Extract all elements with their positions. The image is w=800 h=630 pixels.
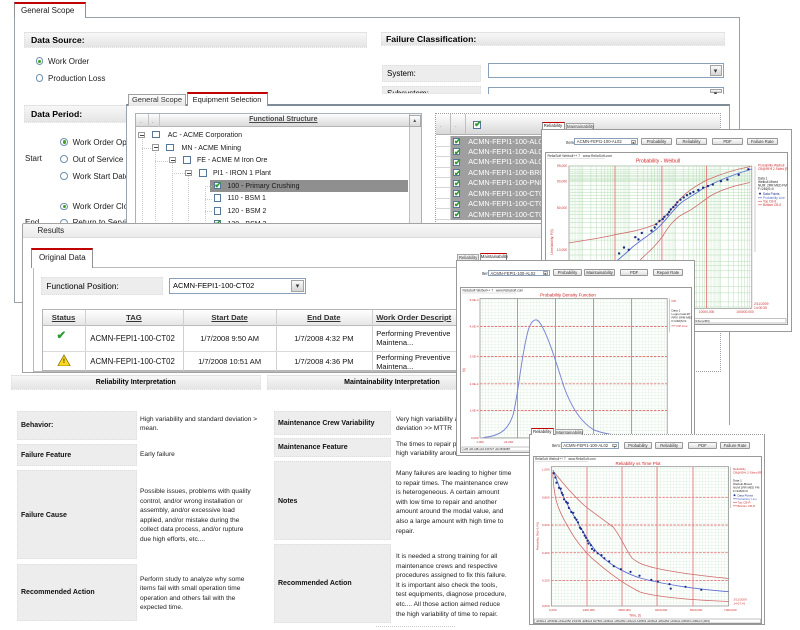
svg-text:CB@95% 2-Sided [R]: CB@95% 2-Sided [R]: [733, 471, 762, 475]
svg-text:0,000: 0,000: [542, 604, 550, 608]
svg-text:4200,000: 4200,000: [655, 608, 668, 612]
svg-text:Data Points: Data Points: [763, 192, 780, 196]
svg-text:Probability - Weibull: Probability - Weibull: [635, 158, 679, 164]
svg-text:Top CB-R: Top CB-R: [737, 501, 751, 505]
svg-text:Weibull-Mixed: Weibull-Mixed: [758, 180, 778, 184]
svg-text:90,000: 90,000: [556, 179, 566, 183]
svg-text:Reliability vs Time Plot: Reliability vs Time Plot: [615, 461, 661, 466]
svg-text:Reliability, R(t)=1-F(t): Reliability, R(t)=1-F(t): [535, 522, 539, 550]
svg-text:Pdf: Pdf: [671, 299, 676, 303]
svg-text:Time, (t): Time, (t): [629, 614, 641, 618]
svg-text:10000,000: 10000,000: [698, 310, 714, 314]
svg-text:1,000: 1,000: [542, 468, 550, 472]
svg-text:0,000: 0,000: [470, 436, 478, 440]
svg-text:RRX SRM MED FM: RRX SRM MED FM: [671, 315, 692, 319]
svg-text:CB@95% 2-Sided [R]: CB@95% 2-Sided [R]: [758, 167, 788, 171]
svg-text:14:00:35: 14:00:35: [754, 306, 767, 310]
svg-text:ReliaSoft Weibull++ 7 www.Re: ReliaSoft Weibull++ 7 www.ReliaSoft.com: [535, 457, 596, 461]
svg-text:Weibull-Mixed: Weibull-Mixed: [733, 482, 752, 486]
svg-text:Probability Density Function: Probability Density Function: [540, 292, 596, 297]
svg-text:F=246|S=0: F=246|S=0: [671, 319, 686, 323]
svg-text:0,800: 0,800: [542, 496, 550, 500]
svg-text:u03Dw1 u05SNE u03xw052 23/2/0: u03Dw1 u05SNE u03xw052 23/2/09 u03Dw4 A0…: [536, 619, 710, 623]
svg-text:2800,000: 2800,000: [618, 608, 631, 612]
svg-text:14:07:41: 14:07:41: [733, 602, 745, 606]
svg-text:Unreliability, F(t): Unreliability, F(t): [550, 229, 554, 254]
svg-text:Data Points: Data Points: [737, 494, 753, 498]
svg-text:10,000: 10,000: [556, 248, 566, 252]
svg-text:0,000: 0,000: [549, 608, 557, 612]
svg-text:Reliability: Reliability: [733, 467, 746, 471]
svg-text:0,600: 0,600: [542, 523, 550, 527]
svg-text:Data 1: Data 1: [733, 479, 742, 483]
svg-text:5,0E-4: 5,0E-4: [469, 298, 478, 302]
svg-text:99,000: 99,000: [556, 164, 566, 168]
svg-text:Lognormal-2P: Lognormal-2P: [671, 312, 690, 316]
svg-text:0,200: 0,200: [542, 579, 550, 583]
svg-text:u05 u01zdB u04 230T27 u04 B0: u05 u01zdB u04 230T27 u04 B090B7: [463, 447, 510, 451]
svg-text:Pdf Line: Pdf Line: [676, 324, 687, 328]
svg-text:Data 1: Data 1: [758, 176, 768, 180]
svg-text:Top CB-II: Top CB-II: [763, 199, 776, 203]
svg-text:2,0E-4: 2,0E-4: [469, 382, 478, 386]
svg-text:ReliaSoft Weibull++ 7 www.Re: ReliaSoft Weibull++ 7 www.ReliaSoft.com: [547, 154, 612, 158]
svg-text:24,000: 24,000: [504, 439, 514, 443]
svg-text:Reliability Line: Reliability Line: [737, 497, 757, 501]
svg-text:1,0E-4: 1,0E-4: [469, 408, 478, 412]
svg-text:Bottom CB-R: Bottom CB-R: [737, 504, 756, 508]
svg-text:5600,000: 5600,000: [690, 608, 703, 612]
svg-text:f(t): f(t): [462, 368, 466, 372]
svg-text:Probability Line: Probability Line: [763, 196, 785, 200]
svg-text:NUM 2RR MED FM: NUM 2RR MED FM: [733, 486, 760, 490]
svg-text:F=246|S=0: F=246|S=0: [758, 187, 774, 191]
svg-text:3,0E-4: 3,0E-4: [469, 354, 478, 358]
svg-text:4,0E-4: 4,0E-4: [469, 324, 478, 328]
svg-text:Data 1: Data 1: [671, 308, 680, 312]
svg-text:F=246|S=0: F=246|S=0: [733, 489, 748, 493]
svg-text:100000,000: 100000,000: [736, 310, 754, 314]
svg-text:2/11/2009: 2/11/2009: [733, 598, 746, 602]
svg-text:7000,000: 7000,000: [724, 608, 737, 612]
svg-text:ReliaSoft Weibull++ 7 www.Re: ReliaSoft Weibull++ 7 www.ReliaSoft.com: [462, 288, 523, 292]
svg-text:Probability-Weibull: Probability-Weibull: [758, 163, 785, 167]
svg-text:0,400: 0,400: [542, 551, 550, 555]
svg-text:1400,000: 1400,000: [582, 608, 595, 612]
svg-text:2/11/2009: 2/11/2009: [754, 302, 769, 306]
svg-text:Bottom CB-II: Bottom CB-II: [763, 203, 781, 207]
svg-text:1,000: 1,000: [476, 439, 484, 443]
svg-text:NUM: 2RR MED FM: NUM: 2RR MED FM: [758, 183, 787, 187]
svg-text:50,000: 50,000: [556, 206, 566, 210]
